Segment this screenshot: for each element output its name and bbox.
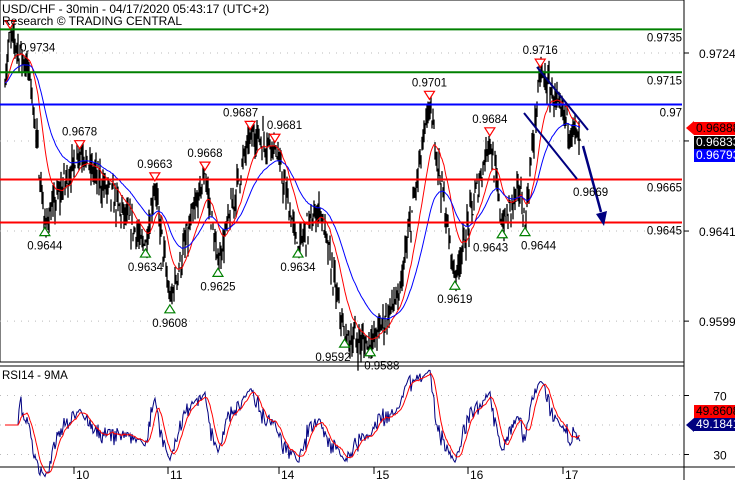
- price-bars: [4, 20, 581, 371]
- swing-marker-high: 0.9701: [412, 77, 447, 101]
- up-triangle-icon: [38, 226, 51, 237]
- swing-high-label: 0.9668: [187, 148, 222, 160]
- swing-marker-high: 0.9734: [3, 19, 56, 55]
- date-tick-label: 17: [565, 468, 579, 480]
- up-triangle-icon: [496, 228, 509, 239]
- up-triangle-icon: [448, 280, 461, 290]
- swing-marker-high: 0.9663: [137, 159, 172, 182]
- level-label: 0.9735: [647, 32, 682, 44]
- swing-high-label: 0.9687: [223, 107, 258, 119]
- date-tick-label: 15: [376, 468, 390, 480]
- channel-upper-line: [536, 66, 589, 131]
- swing-low-label: 0.9644: [521, 241, 557, 253]
- date-tick-label: 14: [281, 468, 295, 480]
- swing-high-label: 0.9701: [412, 77, 447, 89]
- rsi-panel-title: RSI14 - 9MA: [2, 370, 68, 382]
- up-triangle-icon: [364, 346, 377, 357]
- up-triangle-icon: [518, 226, 532, 237]
- swing-low-label: 0.9634: [280, 262, 316, 274]
- ma-slow-line: [4, 64, 581, 320]
- swing-low-label: 0.9619: [437, 294, 472, 306]
- rsi-line: [5, 369, 581, 478]
- swing-high-label: 0.9681: [267, 120, 302, 132]
- down-triangle-icon: [268, 133, 282, 144]
- rsi-tick-label: 30: [713, 449, 727, 463]
- price-tag-last: 0.96833: [694, 136, 735, 149]
- price-tag-ma-slow: 0.96793: [694, 149, 735, 162]
- down-triangle-icon: [423, 90, 436, 101]
- price-tag-ma-fast: 0.96888: [694, 122, 735, 135]
- price-tick-label: 0.9641: [699, 225, 735, 239]
- down-triangle-icon: [244, 120, 257, 131]
- swing-low-label: 0.9644: [27, 241, 63, 253]
- down-triangle-icon: [534, 58, 547, 69]
- up-triangle-icon: [291, 247, 305, 258]
- price-tag-pointer-icon: [686, 121, 694, 135]
- swing-high-label: 0.9663: [137, 159, 172, 171]
- swing-marker-low: 0.9619: [437, 280, 472, 306]
- swing-low-label: 0.9592: [315, 352, 350, 364]
- up-triangle-icon: [211, 267, 225, 277]
- chart-title: USD/CHF - 30min - 04/17/2020 05:43:17 (U…: [2, 2, 270, 16]
- down-triangle-icon: [148, 172, 161, 182]
- swing-marker-high: 0.9716: [523, 45, 558, 69]
- swing-marker-low: 0.9634: [128, 247, 164, 274]
- chart-source: Research © TRADING CENTRAL: [2, 14, 182, 28]
- level-label: 0.97: [660, 107, 682, 119]
- rsi-tag-pointer-icon: [686, 418, 694, 432]
- level-label: 0.9715: [647, 75, 682, 87]
- swing-low-label: 0.9588: [364, 361, 399, 373]
- channel-lower-line: [523, 112, 578, 180]
- level-label: 0.9665: [647, 183, 682, 195]
- swing-marker-high: 0.9684: [472, 114, 508, 137]
- up-triangle-icon: [338, 338, 351, 348]
- swing-marker-high: 0.9678: [62, 127, 97, 150]
- swing-high-label: 0.9684: [472, 114, 508, 126]
- swing-low-label: 0.9634: [128, 262, 164, 274]
- swing-marker-low: 0.9644: [27, 226, 63, 253]
- price-tick-label: 0.9599: [699, 315, 735, 329]
- swing-low-label: 0.9608: [152, 318, 187, 330]
- swing-high-label: 0.9734: [20, 43, 56, 55]
- down-triangle-icon: [483, 127, 496, 137]
- up-triangle-icon: [163, 303, 176, 314]
- ma-fast-line: [4, 52, 581, 340]
- swing-marker-low: 0.9625: [200, 267, 236, 293]
- down-triangle-icon: [198, 161, 212, 172]
- level-label: 0.9645: [647, 225, 682, 237]
- forecast-arrow-head-icon: [596, 211, 607, 226]
- rsi-ma-line: [5, 373, 581, 474]
- rsi-tick-label: 70: [713, 390, 727, 404]
- date-tick-label: 16: [470, 468, 484, 480]
- rsi-ma-tag: 49.8608: [694, 405, 735, 418]
- swing-high-label: 0.9678: [62, 127, 97, 139]
- target-label: 0.9669: [573, 187, 608, 199]
- down-triangle-icon: [73, 140, 86, 150]
- swing-marker-low: 0.9644: [518, 226, 557, 253]
- swing-marker-low: 0.9643: [473, 228, 509, 255]
- up-triangle-icon: [139, 247, 152, 258]
- swing-marker-high: 0.9681: [267, 120, 302, 144]
- down-triangle-icon: [3, 19, 17, 30]
- swing-high-label: 0.9716: [523, 45, 558, 57]
- swing-marker-low: 0.9634: [280, 247, 316, 274]
- swing-marker-low: 0.9588: [364, 346, 399, 373]
- swing-marker-high: 0.9668: [187, 148, 223, 172]
- swing-low-label: 0.9643: [473, 243, 508, 255]
- date-tick-label: 10: [76, 468, 90, 480]
- price-tick-label: 0.9724: [699, 47, 735, 61]
- swing-marker-high: 0.9687: [223, 107, 258, 131]
- rsi-value-tag: 49.1841: [694, 418, 735, 431]
- date-tick-label: 11: [170, 468, 183, 480]
- swing-marker-low: 0.9608: [152, 303, 187, 330]
- swing-marker-low: 0.9592: [315, 338, 351, 364]
- swing-low-label: 0.9625: [200, 281, 235, 293]
- forecast-arrow-line: [581, 145, 603, 213]
